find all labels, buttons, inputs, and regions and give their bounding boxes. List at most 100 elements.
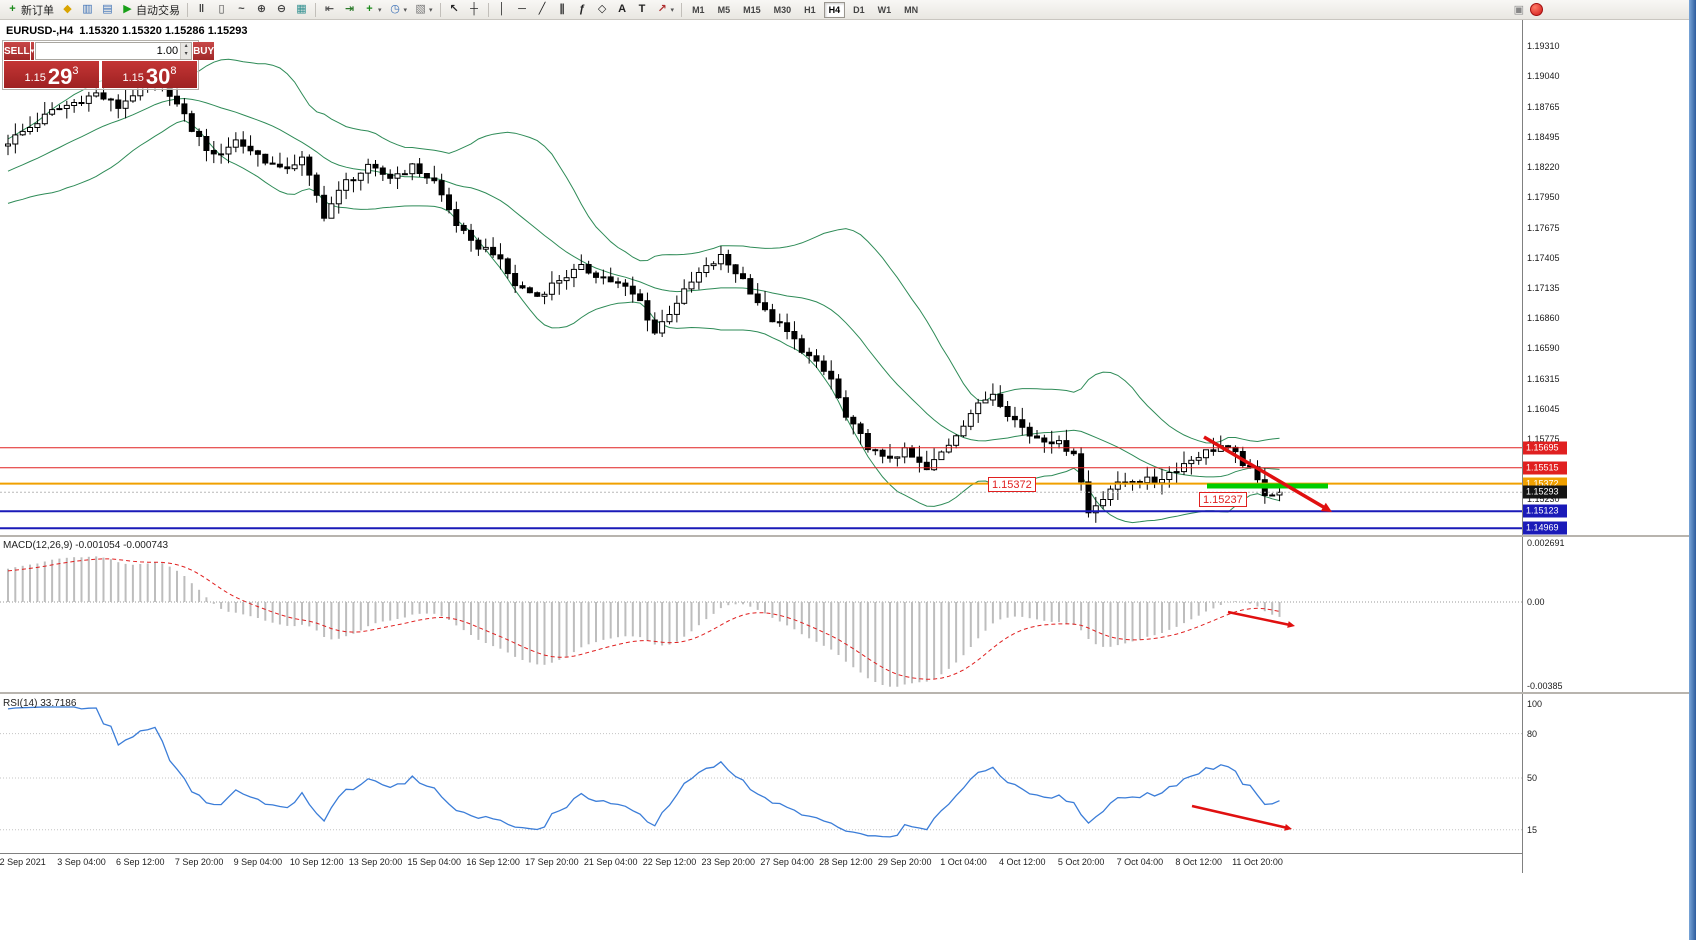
play-icon: ▶ [123,3,132,15]
new-order-button[interactable]: + 新订单 [3,1,57,18]
template-icon: ▧ [415,3,426,15]
trendline-icon: ╱ [538,3,546,15]
autotrading-button[interactable]: ▶ 自动交易 [118,1,183,18]
sell-button[interactable]: SELL [4,42,30,60]
chevron-down-icon: ▾ [429,6,433,14]
timeframe-H1[interactable]: H1 [804,4,816,15]
sell-price-prefix: 1.15 [24,72,46,84]
sell-price-button[interactable]: 1.15 29 3 [4,61,99,88]
buy-price-button[interactable]: 1.15 30 8 [102,61,197,88]
candlestick-icon: ▯ [218,3,225,15]
volume-field[interactable]: ▴ ▾ [35,42,193,60]
timeframe-M30[interactable]: M30 [773,4,792,15]
crosshair-button[interactable]: ┼ [465,1,484,18]
auto-scroll-button[interactable]: ⇥ [340,1,359,18]
chevron-down-icon: ▾ [670,6,675,14]
arrow-icon: ↗ [657,3,667,15]
macd-label: MACD(12,26,9) -0.001054 -0.000743 [3,540,169,551]
zoom-in-button[interactable]: ⊕ [252,1,271,18]
vertical-line-icon: │ [498,3,506,15]
toolbar-items: + 新订单 ◆ ▥ ▤ ▶ 自动交易 ǁ ▯ ~ ⊕ ⊖ ▦ ⇤ ⇥ + ▾ ◷ ▾ ▧ ▾ ↖ ┼ │ ─ ╱ ∥ ƒ ◇ A T ↗ ▾ M1… [3,0,924,19]
toolbar-separator [487,2,489,17]
cursor-button[interactable]: ↖ [445,1,464,18]
vertical-line-button[interactable]: │ [493,1,512,18]
bar-chart-icon: ▥ [82,3,93,15]
one-click-trading-panel[interactable]: SELL ▾ ▴ ▾ BUY 1.15 29 3 1.15 30 8 [2,40,215,90]
timeframe-M15[interactable]: M15 [743,4,761,15]
shapes-icon: ◇ [597,3,607,15]
horizontal-line-icon: ─ [518,3,526,15]
volume-stepper[interactable]: ▴ ▾ [180,43,192,59]
tile-windows-button[interactable]: ▦ [292,1,311,18]
charts-window-button[interactable]: ▥ [78,1,97,18]
add-indicator-button[interactable]: + ▾ [360,1,385,18]
window-edge [1689,0,1696,940]
shift-left-icon: ⇤ [324,3,335,15]
macd-signal-line [7,558,1280,680]
trend-arrow[interactable] [1203,435,1329,512]
stepper-up-icon[interactable]: ▴ [180,43,192,51]
toolbar-right-group: ▣ [1514,3,1543,16]
horizontal-line-button[interactable]: ─ [513,1,532,18]
chart-shift-button[interactable]: ⇤ [320,1,339,18]
timeframe-H4[interactable]: H4 [823,1,846,18]
shift-right-icon: ⇥ [344,3,355,15]
label-icon: T [638,3,646,15]
timeframe-MN[interactable]: MN [904,4,919,15]
toolbar: + 新订单 ◆ ▥ ▤ ▶ 自动交易 ǁ ▯ ~ ⊕ ⊖ ▦ ⇤ ⇥ + ▾ ◷ ▾ ▧ ▾ ↖ ┼ │ ─ ╱ ∥ ƒ ◇ A T ↗ ▾ M1… [0,0,1696,20]
symbol-name: EURUSD-,H4 [6,25,74,37]
timeframe-M5[interactable]: M5 [717,4,731,15]
timeframe-W1[interactable]: W1 [877,4,892,15]
macd-histogram [7,556,1281,687]
zoom-out-button[interactable]: ⊖ [272,1,291,18]
cursor-icon: ↖ [449,3,459,15]
macd-arrow[interactable] [1227,610,1291,627]
panel-splitter-rsi[interactable] [0,692,1689,694]
toolbar-separator [187,2,188,17]
stepper-down-icon[interactable]: ▾ [180,51,192,59]
chart-title: EURUSD-,H4 1.15320 1.15320 1.15286 1.1529… [6,25,247,37]
channel-button[interactable]: ∥ [553,1,572,18]
clock-icon: ◷ [390,3,400,15]
periods-button[interactable]: ◷ ▾ [386,1,411,18]
zoom-in-icon: ⊕ [256,3,267,15]
rsi-arrow-head [1284,824,1292,831]
price-scale[interactable] [1523,20,1689,873]
trendline-button[interactable]: ╱ [533,1,552,18]
sell-dropdown[interactable]: ▾ [30,42,35,60]
timeframe-D1[interactable]: D1 [853,4,865,15]
trend-arrow-head [1320,502,1332,512]
mql-market-button[interactable]: ◆ [58,1,77,18]
text-button[interactable]: A [613,1,632,18]
new-order-button-label: 新订单 [21,4,54,17]
toolbar-separator [439,2,441,17]
rsi-label: RSI(14) 33.7186 [3,698,77,709]
volume-input[interactable] [36,43,181,59]
line-chart-type-button[interactable]: ~ [232,1,251,18]
autotrading-button-label: 自动交易 [136,4,180,17]
text-icon: A [618,3,627,15]
panel-icon[interactable]: ▣ [1513,4,1524,16]
grid-icon: ▦ [296,3,307,15]
ohlc-quote: 1.15320 1.15320 1.15286 1.15293 [79,25,248,37]
window-icon: ▤ [102,3,113,15]
shapes-button[interactable]: ◇ [593,1,612,18]
arrows-button[interactable]: ↗ ▾ [653,1,678,18]
toolbar-separator [315,2,316,17]
notification-badge-icon[interactable] [1530,3,1543,16]
rsi-arrow[interactable] [1191,804,1288,830]
bars-chart-type-button[interactable]: ǁ [192,1,211,18]
buy-price-prefix: 1.15 [122,72,144,84]
market-watch-button[interactable]: ▤ [98,1,117,18]
templates-button[interactable]: ▧ ▾ [411,1,436,18]
text-label-button[interactable]: T [633,1,652,18]
buy-button[interactable]: BUY [193,42,215,60]
time-scale[interactable] [0,854,1522,874]
candles-chart-type-button[interactable]: ▯ [212,1,231,18]
fibonacci-button[interactable]: ƒ [573,1,592,18]
timeframe-M1[interactable]: M1 [692,4,705,15]
panel-splitter-macd[interactable] [0,535,1689,537]
buy-price-big: 30 [145,64,171,89]
